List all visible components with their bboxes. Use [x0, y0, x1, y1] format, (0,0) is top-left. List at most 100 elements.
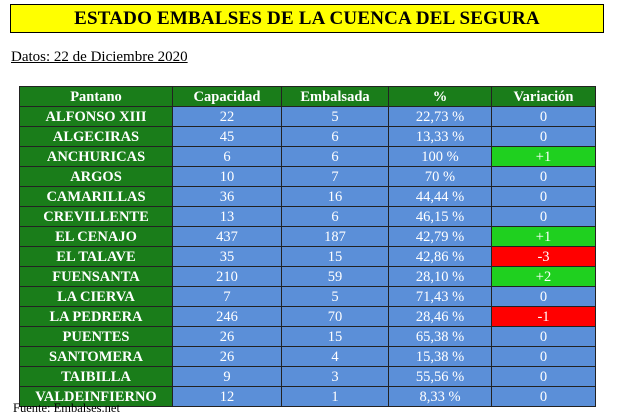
capacity-cell: 36 — [172, 186, 282, 207]
percent-cell: 46,15 % — [388, 206, 492, 227]
variation-cell: 0 — [491, 186, 596, 207]
variation-cell: 0 — [491, 326, 596, 347]
stored-cell: 5 — [281, 106, 389, 127]
table-row: ANCHURICAS 6 6 100 % +1 — [19, 146, 596, 167]
variation-cell: 0 — [491, 386, 596, 407]
variation-cell: -1 — [491, 306, 596, 327]
variation-cell: +1 — [491, 146, 596, 167]
capacity-cell: 26 — [172, 326, 282, 347]
capacity-cell: 6 — [172, 146, 282, 167]
reservoir-name-cell: TAIBILLA — [19, 366, 173, 387]
header-capacity: Capacidad — [172, 86, 282, 107]
capacity-cell: 35 — [172, 246, 282, 267]
source-note: Fuente: Embalses.net — [13, 401, 120, 415]
capacity-cell: 12 — [172, 386, 282, 407]
variation-cell: +2 — [491, 266, 596, 287]
percent-cell: 28,46 % — [388, 306, 492, 327]
reservoir-name-cell: PUENTES — [19, 326, 173, 347]
stored-cell: 187 — [281, 226, 389, 247]
reservoir-name-cell: ALGECIRAS — [19, 126, 173, 147]
capacity-cell: 437 — [172, 226, 282, 247]
reservoir-name-cell: ALFONSO XIII — [19, 106, 173, 127]
table-row: SANTOMERA 26 4 15,38 % 0 — [19, 346, 596, 367]
table-row: FUENSANTA 210 59 28,10 % +2 — [19, 266, 596, 287]
variation-cell: 0 — [491, 286, 596, 307]
table-row: EL CENAJO 437 187 42,79 % +1 — [19, 226, 596, 247]
header-reservoir: Pantano — [19, 86, 173, 107]
capacity-cell: 13 — [172, 206, 282, 227]
percent-cell: 44,44 % — [388, 186, 492, 207]
table-row: LA CIERVA 7 5 71,43 % 0 — [19, 286, 596, 307]
reservoir-name-cell: EL TALAVE — [19, 246, 173, 267]
stored-cell: 3 — [281, 366, 389, 387]
variation-cell: 0 — [491, 206, 596, 227]
variation-cell: 0 — [491, 126, 596, 147]
capacity-cell: 26 — [172, 346, 282, 367]
percent-cell: 70 % — [388, 166, 492, 187]
stored-cell: 70 — [281, 306, 389, 327]
capacity-cell: 246 — [172, 306, 282, 327]
stored-cell: 4 — [281, 346, 389, 367]
capacity-cell: 10 — [172, 166, 282, 187]
capacity-cell: 7 — [172, 286, 282, 307]
stored-cell: 15 — [281, 326, 389, 347]
percent-cell: 15,38 % — [388, 346, 492, 367]
reservoir-name-cell: LA CIERVA — [19, 286, 173, 307]
table-row: CREVILLENTE 13 6 46,15 % 0 — [19, 206, 596, 227]
reservoir-name-cell: LA PEDRERA — [19, 306, 173, 327]
table-row: ARGOS 10 7 70 % 0 — [19, 166, 596, 187]
percent-cell: 42,86 % — [388, 246, 492, 267]
reservoir-name-cell: EL CENAJO — [19, 226, 173, 247]
percent-cell: 22,73 % — [388, 106, 492, 127]
variation-cell: -3 — [491, 246, 596, 267]
table-row: ALFONSO XIII 22 5 22,73 % 0 — [19, 106, 596, 127]
percent-cell: 65,38 % — [388, 326, 492, 347]
capacity-cell: 45 — [172, 126, 282, 147]
stored-cell: 1 — [281, 386, 389, 407]
reservoir-name-cell: VALDEINFIERNO — [19, 386, 173, 407]
percent-cell: 13,33 % — [388, 126, 492, 147]
reservoir-name-cell: CAMARILLAS — [19, 186, 173, 207]
table-row: EL TALAVE 35 15 42,86 % -3 — [19, 246, 596, 267]
percent-cell: 100 % — [388, 146, 492, 167]
percent-cell: 42,79 % — [388, 226, 492, 247]
stored-cell: 6 — [281, 126, 389, 147]
header-variation: Variación — [491, 86, 596, 107]
page-title: ESTADO EMBALSES DE LA CUENCA DEL SEGURA — [10, 4, 604, 33]
percent-cell: 71,43 % — [388, 286, 492, 307]
table-header-row: Pantano Capacidad Embalsada % Variación — [19, 86, 596, 107]
table-row: ALGECIRAS 45 6 13,33 % 0 — [19, 126, 596, 147]
stored-cell: 7 — [281, 166, 389, 187]
table-row: TAIBILLA 9 3 55,56 % 0 — [19, 366, 596, 387]
reservoir-name-cell: FUENSANTA — [19, 266, 173, 287]
table-row: PUENTES 26 15 65,38 % 0 — [19, 326, 596, 347]
reservoir-name-cell: ARGOS — [19, 166, 173, 187]
percent-cell: 8,33 % — [388, 386, 492, 407]
variation-cell: 0 — [491, 366, 596, 387]
reservoir-name-cell: ANCHURICAS — [19, 146, 173, 167]
variation-cell: 0 — [491, 106, 596, 127]
reservoir-name-cell: SANTOMERA — [19, 346, 173, 367]
table-row: CAMARILLAS 36 16 44,44 % 0 — [19, 186, 596, 207]
reservoir-table: Pantano Capacidad Embalsada % Variación … — [19, 86, 596, 407]
data-date: Datos: 22 de Diciembre 2020 — [11, 49, 188, 65]
header-stored: Embalsada — [281, 86, 389, 107]
header-percent: % — [388, 86, 492, 107]
variation-cell: +1 — [491, 226, 596, 247]
table-row: LA PEDRERA 246 70 28,46 % -1 — [19, 306, 596, 327]
variation-cell: 0 — [491, 166, 596, 187]
stored-cell: 15 — [281, 246, 389, 267]
stored-cell: 5 — [281, 286, 389, 307]
stored-cell: 16 — [281, 186, 389, 207]
percent-cell: 55,56 % — [388, 366, 492, 387]
percent-cell: 28,10 % — [388, 266, 492, 287]
stored-cell: 6 — [281, 206, 389, 227]
capacity-cell: 22 — [172, 106, 282, 127]
stored-cell: 59 — [281, 266, 389, 287]
capacity-cell: 9 — [172, 366, 282, 387]
capacity-cell: 210 — [172, 266, 282, 287]
table-row: VALDEINFIERNO 12 1 8,33 % 0 — [19, 386, 596, 407]
reservoir-name-cell: CREVILLENTE — [19, 206, 173, 227]
stored-cell: 6 — [281, 146, 389, 167]
variation-cell: 0 — [491, 346, 596, 367]
